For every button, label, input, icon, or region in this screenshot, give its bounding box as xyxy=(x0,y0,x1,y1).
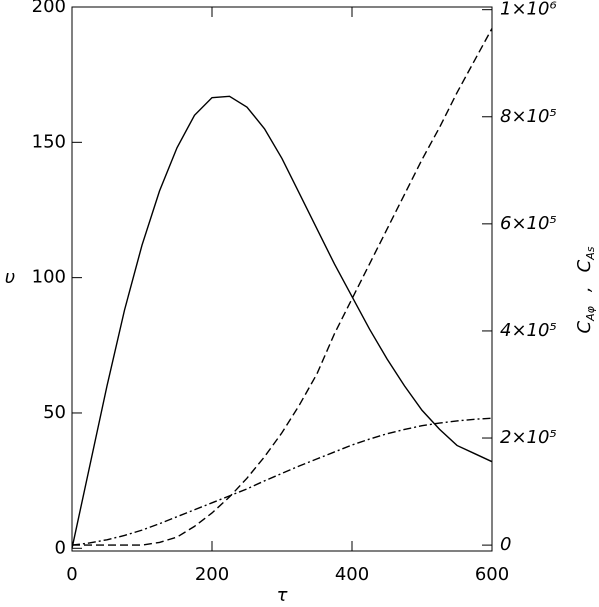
y2-label-part: As xyxy=(584,246,597,261)
y-tick-label: 150 xyxy=(32,131,66,152)
y-axis-label: υ xyxy=(5,267,15,288)
y-tick-label: 0 xyxy=(55,537,66,558)
x-tick-label: 600 xyxy=(475,564,509,585)
y2-label-part: , xyxy=(574,286,595,292)
series-line xyxy=(71,95,493,549)
y-tick-label: 100 xyxy=(32,267,66,288)
y2-tick-label: 6×10⁵ xyxy=(500,213,557,234)
y2-tick-label: 8×10⁵ xyxy=(500,106,557,127)
x-tick-label: 0 xyxy=(66,564,77,585)
y2-tick-label: 2×10⁵ xyxy=(500,427,557,448)
y2-tick-label: 4×10⁵ xyxy=(500,320,557,341)
y2-tick-label: 0 xyxy=(500,534,511,555)
plot-frame xyxy=(71,6,493,552)
y-tick-label: 50 xyxy=(43,402,66,423)
x-tick-label: 200 xyxy=(195,564,229,585)
series-line xyxy=(71,417,493,546)
y-tick-label: 200 xyxy=(32,0,66,17)
series-line xyxy=(72,28,493,546)
x-axis-label: τ xyxy=(277,585,288,606)
y2-label-part: C xyxy=(574,320,595,333)
y2-label-part: C xyxy=(574,259,595,272)
y2-label-part: Aφ xyxy=(584,305,597,322)
y2-tick-label: 1×10⁶ xyxy=(500,0,557,20)
y2-axis-label: CAφ,CAs xyxy=(574,246,597,333)
x-tick-label: 400 xyxy=(335,564,369,585)
